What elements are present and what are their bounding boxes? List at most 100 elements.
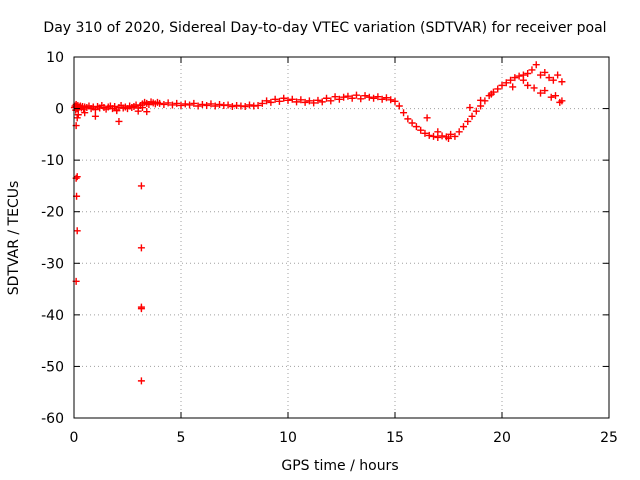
data-point [297,96,305,104]
data-point [382,94,390,102]
data-point [137,182,145,190]
data-point [408,119,416,127]
data-point [545,74,553,82]
data-point [352,91,360,99]
data-point [423,114,431,122]
y-tick-label: -30 [41,256,64,272]
data-point [284,96,292,104]
data-point [509,83,517,91]
data-point [327,97,335,105]
data-point [445,134,452,142]
data-point [203,101,211,109]
data-point [137,305,145,313]
data-point [143,108,151,116]
data-point [494,85,502,93]
data-point [137,377,145,385]
axis-ticks [73,56,610,419]
data-point [138,104,146,112]
data-point [547,93,555,101]
data-point [177,101,185,109]
data-point [554,71,562,79]
data-point [455,128,463,136]
y-tick-label: -60 [41,411,64,427]
data-point [113,107,121,115]
data-point [477,96,485,104]
data-point [361,92,369,100]
data-point [216,100,224,108]
x-tick-label: 15 [386,430,404,446]
data-point [258,99,266,107]
data-point [194,102,202,110]
data-point [164,99,172,107]
x-axis-label: GPS time / hours [281,458,398,474]
x-tick-label: 10 [279,430,297,446]
data-point [137,244,145,252]
data-point [541,87,549,95]
data-point [335,95,343,103]
data-point [228,103,236,111]
data-point [558,78,566,86]
data-point [275,97,283,105]
y-axis-label: SDTVAR / TECUs [6,181,22,296]
data-point [511,74,519,82]
x-tick-label: 25 [600,430,618,446]
data-point [115,117,123,125]
data-point [91,112,99,120]
data-point [305,97,313,105]
data-point [541,68,549,76]
data-point [181,100,189,108]
data-point [168,101,176,109]
data-point [421,129,429,137]
data-point [530,84,538,92]
data-point [417,126,425,134]
data-point [207,100,215,108]
data-point [331,93,339,101]
data-point [430,132,438,140]
data-point [434,128,442,136]
data-point [81,109,89,117]
data-point [412,123,420,131]
data-point [552,92,559,100]
data-point [524,70,532,78]
y-tick-label: -50 [41,359,64,375]
data-point [314,96,322,104]
plot-frame [73,56,610,419]
chart-title: Day 310 of 2020, Sidereal Day-to-day VTE… [43,20,606,36]
data-point [524,81,532,89]
data-point [348,94,356,102]
data-point [340,93,348,101]
data-point [156,99,164,107]
data-point [74,111,82,119]
data-points [70,61,566,385]
data-point [537,71,545,79]
x-tick-labels: 0 5 10 15 20 25 [70,430,618,446]
data-point [111,103,119,111]
y-tick-label: -40 [41,308,64,324]
data-point [186,101,194,109]
data-point [466,104,474,112]
data-point [73,173,81,181]
data-point [245,101,253,109]
data-point [370,94,378,102]
y-tick-label: -20 [41,205,64,221]
data-point [173,99,181,107]
data-point [241,103,249,111]
data-point [528,66,536,74]
data-point [280,94,288,102]
data-point [365,93,373,101]
data-point [532,61,540,69]
data-point [357,95,365,103]
data-point [391,97,399,105]
data-point [468,112,476,120]
data-point [374,93,382,101]
y-tick-labels: 10 0 -10 -20 -30 -40 -50 -60 [41,50,64,427]
data-point [378,95,386,103]
y-tick-label: 0 [55,102,64,118]
data-point [318,98,326,106]
data-point [556,98,564,106]
data-point [447,130,455,138]
data-point [293,98,301,106]
data-point [464,117,472,125]
data-point [344,92,352,100]
